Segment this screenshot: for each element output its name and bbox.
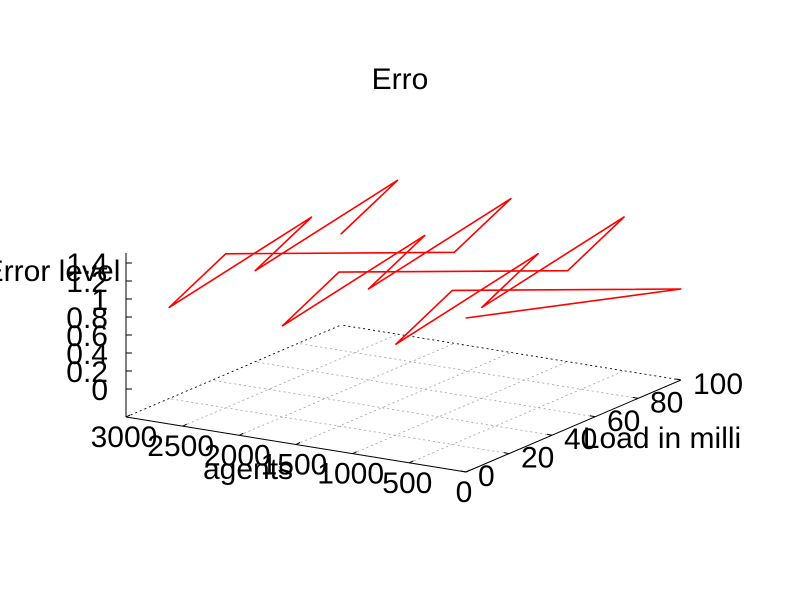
x-tick-label: 500 (382, 467, 432, 500)
grid-line-x (182, 333, 398, 427)
series-point (623, 216, 625, 218)
x-tick-mark (239, 432, 244, 436)
grid-line-y (211, 379, 553, 436)
x-tick-label: 0 (456, 476, 473, 509)
y-tick-mark (632, 396, 639, 399)
y-tick-mark (675, 378, 682, 381)
chart-title: Erro (372, 63, 429, 96)
series-point (567, 270, 569, 272)
x-tick-mark (125, 414, 131, 418)
series-point (311, 216, 313, 218)
x-tick-mark (465, 469, 471, 473)
y-tick-label: 60 (607, 405, 640, 438)
z-tick-label: 0.8 (66, 302, 108, 335)
z-tick-label: 0.6 (66, 320, 108, 353)
axes (125, 253, 682, 473)
z-tick-label: 0 (91, 374, 108, 407)
series-point (168, 307, 170, 309)
series-point (481, 306, 483, 309)
y-tick-label: 100 (693, 368, 743, 401)
z-axis-label: Error level (0, 255, 120, 288)
x-tick-label: 3000 (91, 421, 158, 454)
series-point (340, 233, 342, 235)
series-point (510, 197, 512, 200)
z-tick-label: 1.2 (66, 266, 108, 299)
y-tick-label: 20 (521, 442, 554, 475)
series-point (367, 288, 369, 290)
y-tick-mark (460, 470, 467, 473)
y-tick-mark (546, 433, 553, 436)
x-tick-label: 1500 (261, 449, 328, 482)
series-point (680, 288, 682, 290)
z-tick-label: 1 (91, 284, 108, 317)
series-point (225, 253, 227, 255)
x-tick-mark (352, 451, 357, 455)
y-tick-label: 0 (478, 460, 495, 493)
y-tick-mark (503, 452, 510, 455)
series-point (338, 271, 340, 273)
series-line (168, 179, 682, 345)
series-point (395, 343, 397, 345)
x-tick-mark (182, 423, 187, 427)
series-point (453, 251, 455, 253)
x-tick-mark (409, 460, 414, 464)
y-tick-label: 80 (650, 386, 683, 419)
series-point (465, 317, 467, 319)
grid-line-x (239, 342, 455, 436)
z-tick-label: 0.2 (66, 356, 108, 389)
grid-line-y (297, 343, 639, 399)
y-tick-label: 40 (564, 423, 597, 456)
floor-back-edge (125, 324, 342, 418)
series-point (254, 270, 256, 272)
y-axis-line (465, 379, 682, 473)
series-point (424, 234, 426, 236)
x-tick-label: 2000 (204, 439, 271, 472)
grid-line-x (295, 352, 512, 445)
y-tick-mark (589, 415, 596, 418)
x-axis-label: agents (203, 453, 293, 486)
series-layer (168, 179, 682, 345)
x-tick-label: 2500 (147, 430, 214, 463)
z-tick-label: 0.4 (66, 338, 108, 371)
series-point (281, 325, 283, 327)
y-axis-label: Load in milli (583, 422, 741, 455)
x-tick-mark (295, 442, 301, 445)
grid-line-x (409, 370, 625, 464)
series-point (537, 253, 539, 255)
series-point (451, 289, 453, 292)
grid-line-x (352, 361, 568, 455)
x-tick-label: 1000 (317, 458, 384, 491)
z-tick-label: 1.4 (66, 248, 108, 281)
series-point (397, 179, 399, 181)
